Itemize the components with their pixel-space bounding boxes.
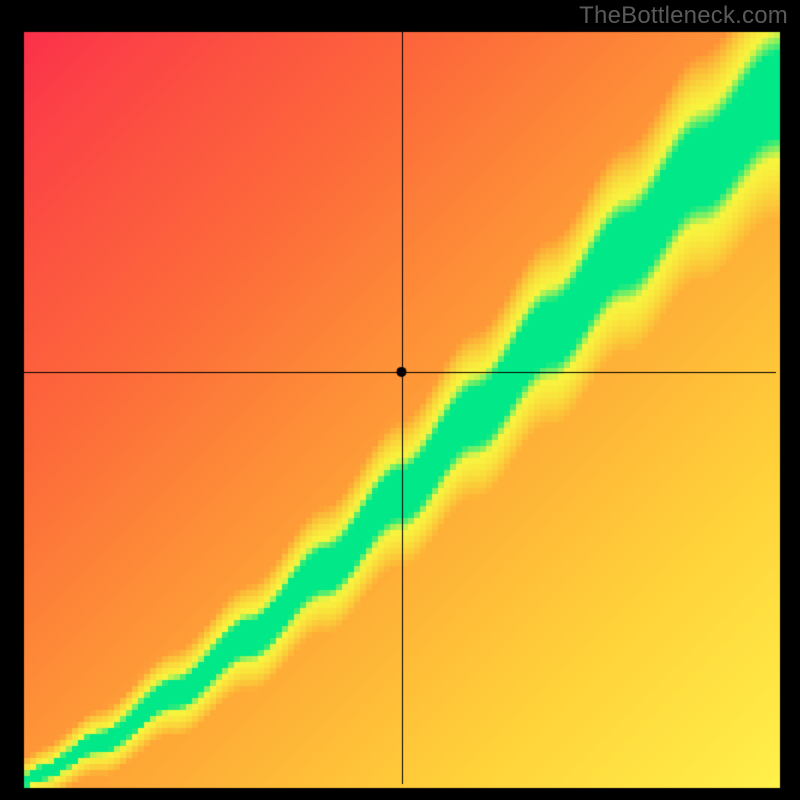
watermark-label: TheBottleneck.com — [579, 2, 788, 30]
chart-container: TheBottleneck.com — [0, 0, 800, 800]
bottleneck-heatmap-canvas — [0, 0, 800, 800]
